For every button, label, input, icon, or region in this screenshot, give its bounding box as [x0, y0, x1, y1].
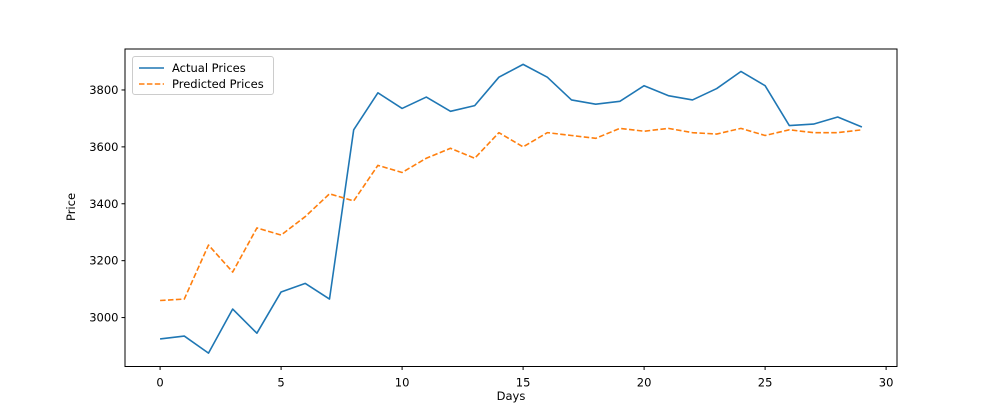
predicted-prices-line-sample	[139, 82, 164, 85]
x-axis-label: Days	[496, 389, 526, 403]
predicted-prices-line	[160, 127, 863, 302]
y-tick-label: 3200	[89, 254, 118, 268]
legend-item-actual-prices: Actual Prices	[139, 60, 264, 75]
y-tick-label: 3000	[89, 311, 118, 325]
y-axis-label: Price	[64, 192, 78, 222]
plot-frame	[124, 48, 898, 367]
x-tick-label: 0	[156, 376, 163, 390]
x-tick-label: 5	[277, 376, 284, 390]
legend-label-actual-prices: Actual Prices	[172, 60, 246, 75]
x-tick-label: 15	[516, 376, 531, 390]
actual-prices-line-sample	[139, 66, 164, 69]
x-tick-label: 30	[879, 376, 894, 390]
x-tick-label: 20	[637, 376, 652, 390]
y-tick-label: 3400	[89, 197, 118, 211]
legend-item-predicted-prices: Predicted Prices	[139, 76, 264, 91]
legend-label-predicted-prices: Predicted Prices	[172, 76, 264, 91]
x-tick-label: 25	[758, 376, 773, 390]
x-tick-label: 10	[395, 376, 410, 390]
actual-prices-line	[159, 63, 863, 354]
y-tick-label: 3600	[89, 140, 118, 154]
y-tick-label: 3800	[89, 83, 118, 97]
legend: Actual Prices Predicted Prices	[132, 56, 274, 95]
